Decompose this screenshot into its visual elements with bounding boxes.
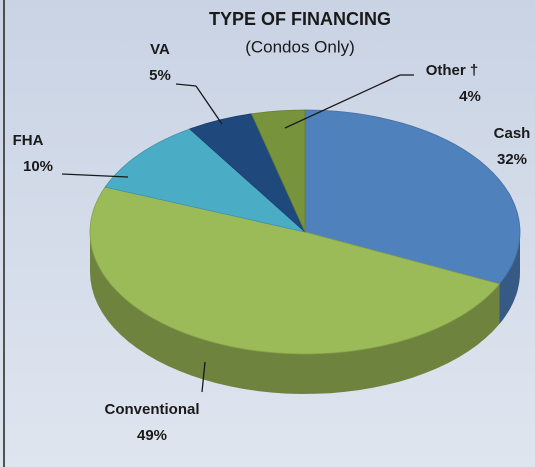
value-label: 49%	[137, 427, 167, 444]
slice-label: VA	[150, 41, 170, 58]
value-label: 10%	[23, 158, 53, 175]
slice-label: FHA	[13, 132, 44, 149]
slice-label: Other †	[426, 62, 479, 79]
slice-label: Cash	[494, 125, 531, 142]
leader-line	[175, 83, 197, 87]
slice-label: Conventional	[104, 401, 199, 418]
slice	[250, 109, 306, 233]
leader-line	[61, 173, 129, 178]
slice-side	[499, 232, 520, 324]
slice	[304, 109, 521, 285]
value-label: 4%	[459, 88, 481, 105]
leader-line	[284, 74, 401, 129]
slice-side	[90, 232, 500, 394]
leader-line	[195, 85, 223, 125]
value-label: 32%	[497, 151, 527, 168]
chart-subtitle: (Condos Only)	[245, 37, 355, 56]
slice	[89, 186, 501, 355]
chart-title: TYPE OF FINANCING	[209, 9, 391, 29]
value-label: 5%	[149, 67, 171, 84]
slice	[104, 128, 307, 233]
leader-line	[201, 361, 206, 393]
